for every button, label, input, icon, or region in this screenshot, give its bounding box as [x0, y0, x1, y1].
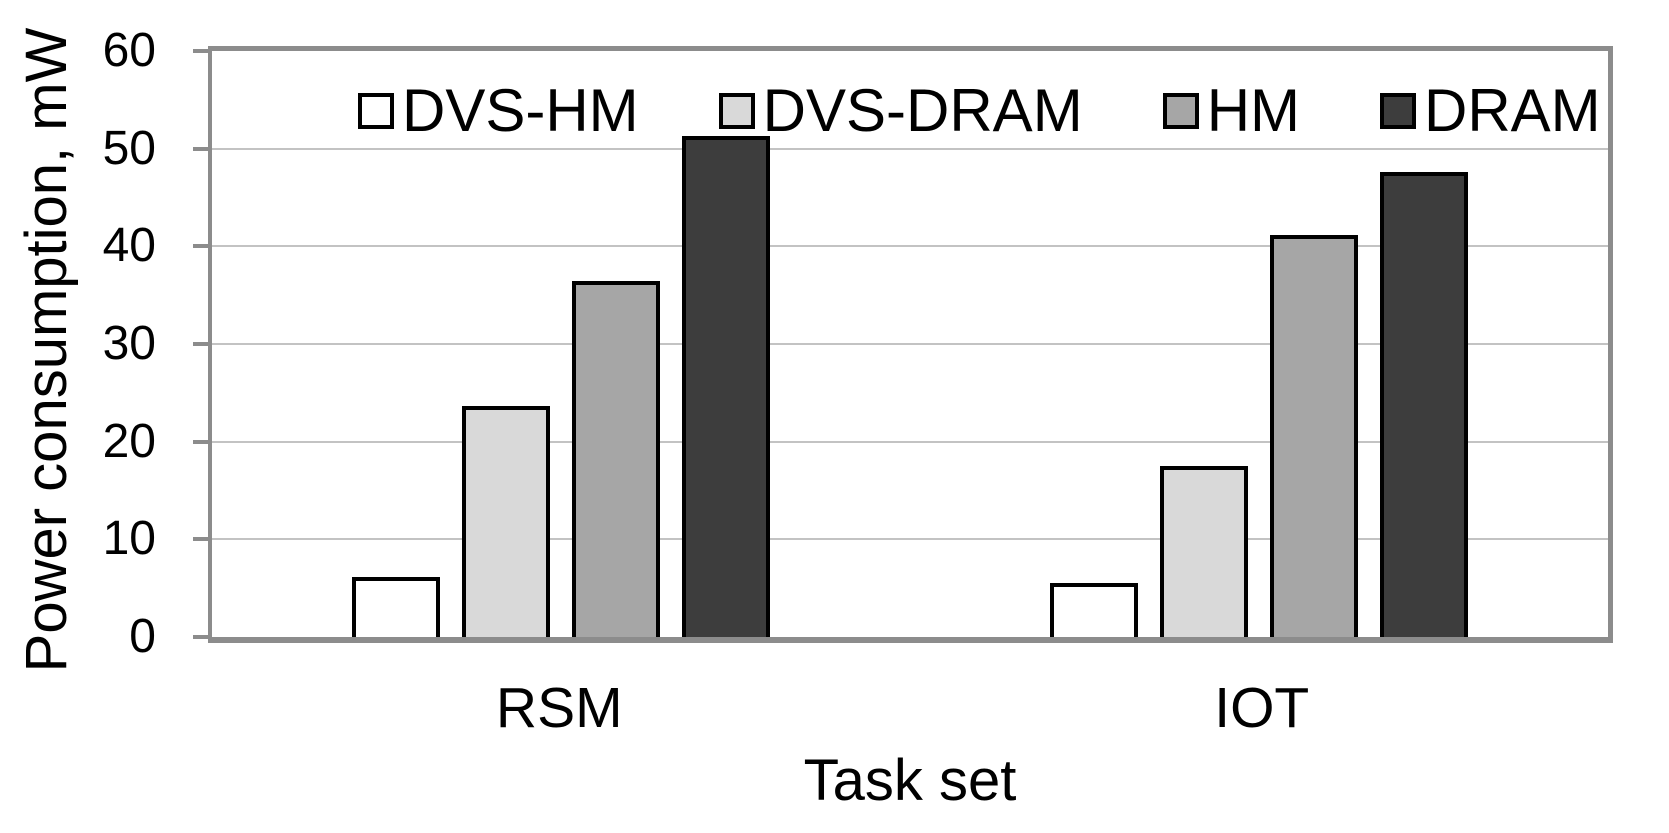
plot-area: 0 10 20 30 40 50 60 DVS-HM DVS-DRAM HM DRAM: [103, 27, 1613, 661]
y-tick-mark: [193, 342, 208, 346]
y-tick-mark: [193, 439, 208, 444]
y-tick-label: 60: [102, 24, 156, 77]
category-label: RSM: [495, 676, 623, 740]
bar: [1050, 583, 1138, 637]
gridline: [212, 538, 1608, 541]
y-tick-mark: [193, 635, 208, 639]
legend-item: DVS-HM: [358, 81, 639, 141]
bar-group: [352, 51, 770, 637]
y-tick-mark: [193, 537, 208, 542]
legend-swatch-icon: [1162, 93, 1199, 129]
legend-item: DVS-DRAM: [718, 77, 1083, 144]
y-tick-mark: [193, 244, 208, 249]
legend-swatch-icon: [718, 93, 755, 129]
legend-swatch-icon: [358, 93, 394, 129]
bar: [1270, 234, 1358, 637]
legend-item: HM: [1162, 77, 1300, 144]
legend-item: DRAM: [1380, 81, 1601, 141]
bar: [462, 405, 550, 637]
legend-label: DVS-HM: [402, 77, 639, 144]
y-tick-mark: [193, 49, 208, 53]
y-tick-label: 30: [102, 317, 156, 370]
y-tick-label: 20: [102, 414, 156, 468]
y-tick-label: 10: [102, 512, 156, 566]
y-tick-mark: [193, 146, 208, 151]
gridline: [212, 343, 1608, 345]
y-tick-label: 50: [102, 121, 156, 175]
gridline: [212, 245, 1608, 248]
bar: [682, 135, 770, 637]
gridline: [212, 440, 1608, 443]
bar: [352, 577, 440, 637]
x-axis-title: Task set: [803, 748, 1017, 813]
bar-group: [1050, 51, 1468, 637]
category-label: IOT: [1214, 676, 1310, 740]
y-tick-label: 0: [129, 610, 156, 663]
bar: [1160, 466, 1248, 637]
bar: [572, 280, 660, 637]
legend: DVS-HM DVS-DRAM HM DRAM: [358, 81, 1601, 141]
y-tick-label: 40: [102, 219, 156, 273]
legend-label: DRAM: [1424, 77, 1601, 144]
legend-label: DVS-DRAM: [762, 77, 1083, 144]
legend-swatch-icon: [1380, 93, 1416, 129]
gridline: [212, 147, 1608, 150]
bar: [1380, 172, 1468, 637]
legend-label: HM: [1206, 77, 1300, 144]
